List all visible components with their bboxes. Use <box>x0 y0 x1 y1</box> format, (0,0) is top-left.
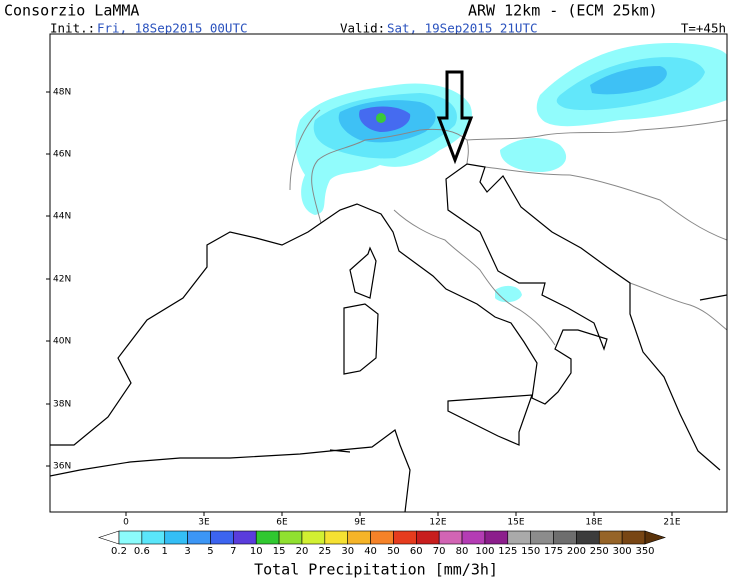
map-frame <box>49 33 728 513</box>
colorbar-label: 125 <box>498 546 517 557</box>
colorbar-label: 3 <box>184 546 190 557</box>
colorbar-title: Total Precipitation [mm/3h] <box>254 561 498 579</box>
title: Consorzio LaMMA <box>4 2 139 20</box>
colorbar-cell <box>621 530 646 545</box>
colorbar-label: 15 <box>273 546 286 557</box>
colorbar-cell <box>393 530 417 545</box>
colorbar-end <box>98 530 120 545</box>
map-area <box>50 34 727 512</box>
colorbar-cell <box>530 530 554 545</box>
colorbar-cell <box>324 530 348 545</box>
borders <box>289 109 727 346</box>
lon-label: 6E <box>276 518 288 528</box>
colorbar-label: 25 <box>318 546 331 557</box>
colorbar-label: 200 <box>567 546 586 557</box>
lon-label: 9E <box>354 518 366 528</box>
colorbar-label: 70 <box>433 546 446 557</box>
map-axes: 48N 46N 44N 42N 40N 38N 36N 0 3E 6E 9E 12E 15E 18E 21E <box>46 88 681 528</box>
precipitation <box>295 43 727 303</box>
colorbar-cell <box>347 530 371 545</box>
colorbar-cell <box>118 530 143 545</box>
colorbar-label: 30 <box>341 546 354 557</box>
colorbar-cell <box>233 530 257 545</box>
colorbar-cell <box>576 530 600 545</box>
colorbar-label: 1 <box>162 546 168 557</box>
lon-label: 3E <box>198 518 210 528</box>
colorbar-label: 20 <box>296 546 309 557</box>
colorbar-label: 250 <box>590 546 609 557</box>
colorbar: 0.2 0.6 1 3 5 7 10 15 20 25 30 40 50 60 70 80 100 125 150 1… <box>98 530 666 557</box>
lon-label: 12E <box>429 518 446 528</box>
colorbar-cell <box>438 530 463 545</box>
valid-time: Sat, 19Sep2015 21UTC <box>387 21 538 36</box>
colorbar-cell <box>484 530 509 545</box>
lat-label: 36N <box>53 462 71 472</box>
lat-label: 40N <box>53 337 71 347</box>
colorbar-label: 350 <box>635 546 654 557</box>
colorbar-cell <box>598 530 623 545</box>
lat-label: 42N <box>53 275 71 285</box>
colorbar-cell <box>141 530 166 545</box>
lon-label: 18E <box>585 518 602 528</box>
lat-label: 48N <box>53 88 71 98</box>
colorbar-cell <box>187 530 211 545</box>
colorbar-label: 300 <box>613 546 632 557</box>
coastlines <box>50 163 727 512</box>
colorbar-cell <box>370 530 394 545</box>
lon-label: 21E <box>663 518 680 528</box>
colorbar-cell <box>461 530 486 545</box>
colorbar-label: 60 <box>410 546 423 557</box>
colorbar-cell <box>416 530 440 545</box>
init-time: Fri, 18Sep2015 00UTC <box>97 21 248 36</box>
init-label: Init.: <box>50 21 95 36</box>
colorbar-label: 10 <box>250 546 263 557</box>
colorbar-cell <box>164 530 188 545</box>
colorbar-cell <box>210 530 234 545</box>
colorbar-end <box>644 530 666 545</box>
colorbar-cell <box>507 530 531 545</box>
colorbar-cell <box>553 530 577 545</box>
colorbar-cell <box>255 530 280 545</box>
colorbar-label: 80 <box>456 546 469 557</box>
colorbar-label: 5 <box>207 546 213 557</box>
colorbar-label: 40 <box>364 546 377 557</box>
colorbar-label: 100 <box>475 546 494 557</box>
lon-label: 15E <box>507 518 524 528</box>
lon-label: 0 <box>123 518 129 528</box>
colorbar-label: 7 <box>230 546 236 557</box>
valid-label: Valid: <box>340 21 385 36</box>
colorbar-cell <box>278 530 303 545</box>
lat-label: 38N <box>53 400 71 410</box>
colorbar-label: 0.2 <box>111 546 127 557</box>
colorbar-label: 50 <box>387 546 400 557</box>
highlight-arrow <box>436 70 474 165</box>
forecast-step: T=+45h <box>681 21 726 36</box>
colorbar-label: 175 <box>544 546 563 557</box>
colorbar-cell <box>301 530 326 545</box>
colorbar-label: 0.6 <box>134 546 150 557</box>
model-label: ARW 12km - (ECM 25km) <box>468 2 658 20</box>
lat-label: 46N <box>53 150 71 160</box>
lat-label: 44N <box>53 212 71 222</box>
colorbar-label: 150 <box>521 546 540 557</box>
